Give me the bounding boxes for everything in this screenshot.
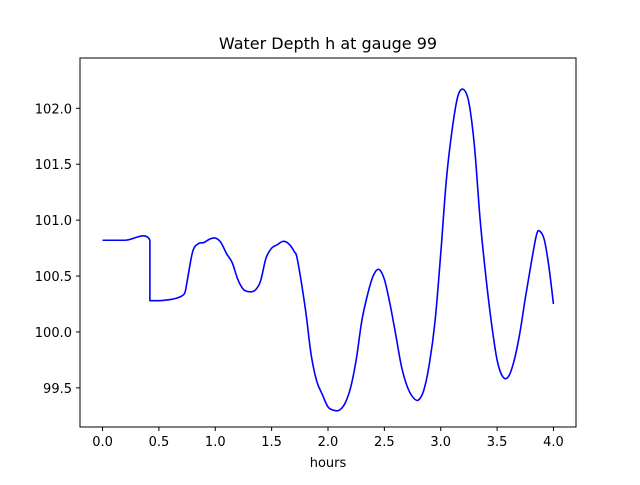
x-tick-label: 3.0 [430,435,451,450]
x-tick-label: 3.5 [487,435,508,450]
y-tick-label: 100.5 [35,270,72,285]
y-tick-label: 100.0 [35,326,72,341]
y-axis-ticks: 99.5 100.0 100.5 101.0 101.5 102.0 [35,102,80,397]
x-tick-label: 1.0 [205,435,226,450]
x-axis-label: hours [310,456,347,471]
chart-title: Water Depth h at gauge 99 [219,34,437,53]
series-line-0 [102,88,555,412]
x-tick-label: 2.5 [374,435,395,450]
y-tick-label: 102.0 [35,102,72,117]
plot-series [102,88,555,412]
x-tick-label: 0.0 [92,435,113,450]
x-tick-label: 1.5 [261,435,282,450]
x-tick-label: 2.0 [318,435,339,450]
y-tick-label: 101.5 [35,158,72,173]
x-axis-ticks: 0.0 0.5 1.0 1.5 2.0 2.5 3.0 3.5 4.0 [92,427,564,450]
x-tick-label: 0.5 [149,435,170,450]
y-tick-label: 99.5 [43,382,72,397]
y-tick-label: 101.0 [35,214,72,229]
plot-area-frame [79,57,577,428]
x-tick-label: 4.0 [543,435,564,450]
